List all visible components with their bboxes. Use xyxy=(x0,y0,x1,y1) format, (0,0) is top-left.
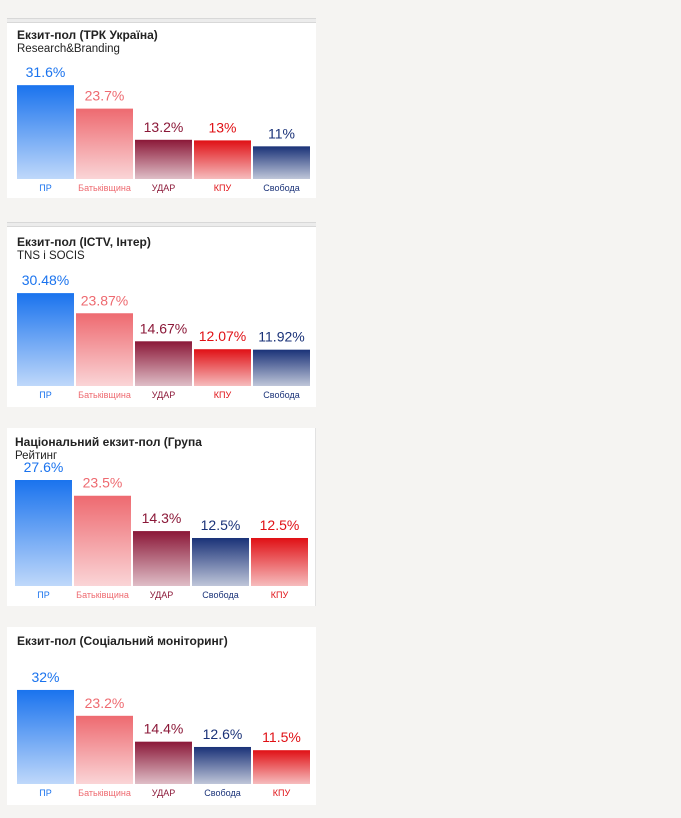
bar-УДАР xyxy=(135,139,192,179)
chart-panel-4: Екзит-пол (Соціальний моніторинг) 32% ПР 2… xyxy=(7,627,316,805)
value-label: 11.92% xyxy=(258,329,304,345)
chart-subtitle: Research&Branding xyxy=(17,43,120,55)
bar-КПУ xyxy=(194,140,251,179)
category-label: УДАР xyxy=(152,788,175,798)
bar-chart: 31.6% ПР 23.7% Батьківщина 13.2% УДАР 13% КПУ 11… xyxy=(17,64,310,193)
value-label: 23.87% xyxy=(81,292,128,308)
category-label: Батьківщина xyxy=(76,590,129,600)
category-label: Батьківщина xyxy=(78,390,131,400)
panel-divider xyxy=(7,222,316,227)
chart-title: Екзит-пол (ТРК Україна) xyxy=(17,28,158,42)
category-label: УДАР xyxy=(152,183,175,193)
value-label: 23.2% xyxy=(85,695,125,711)
bar-УДАР xyxy=(135,741,192,784)
chart-panel-1: Екзит-пол (ТРК Україна) Research&Brandin… xyxy=(7,18,316,198)
bar-ПР xyxy=(15,480,72,586)
value-label: 31.6% xyxy=(26,64,66,80)
chart-title: Екзит-пол (Соціальний моніторинг) xyxy=(17,634,228,648)
bar-УДАР xyxy=(135,341,192,386)
category-label: Свобода xyxy=(263,390,299,400)
bar-Батьківщина xyxy=(74,495,131,586)
value-label: 23.5% xyxy=(83,475,123,491)
category-label: Батьківщина xyxy=(78,183,131,193)
bar-КПУ xyxy=(251,537,308,586)
bar-ПР xyxy=(17,293,74,386)
bar-chart: 30.48% ПР 23.87% Батьківщина 14.67% УДАР 12.07… xyxy=(17,272,310,400)
bar-ПР xyxy=(17,85,74,179)
value-label: 13.2% xyxy=(144,119,184,135)
category-label: Свобода xyxy=(202,590,238,600)
value-label: 30.48% xyxy=(22,272,69,288)
bar-Свобода xyxy=(194,746,251,784)
chart-title: Екзит-пол (ICTV, Інтер) xyxy=(17,235,151,249)
category-label: КПУ xyxy=(214,183,232,193)
bar-chart: 27.6% ПР 23.5% Батьківщина 14.3% УДАР 12.5% Сво… xyxy=(15,459,308,600)
category-label: Свобода xyxy=(263,183,299,193)
value-label: 11.5% xyxy=(262,729,301,745)
category-label: КПУ xyxy=(214,390,232,400)
category-label: ПР xyxy=(39,390,51,400)
value-label: 11% xyxy=(268,125,295,141)
bar-Свобода xyxy=(253,146,310,179)
category-label: ПР xyxy=(39,183,51,193)
category-label: ПР xyxy=(39,788,51,798)
bar-КПУ xyxy=(194,349,251,386)
bar-Батьківщина xyxy=(76,313,133,386)
category-label: УДАР xyxy=(152,390,175,400)
value-label: 12.6% xyxy=(203,726,243,742)
value-label: 12.5% xyxy=(201,517,241,533)
value-label: 12.07% xyxy=(199,328,246,344)
bar-Свобода xyxy=(192,537,249,586)
category-label: Свобода xyxy=(204,788,240,798)
panel-divider xyxy=(7,18,316,23)
bar-Свобода xyxy=(253,349,310,386)
chart-panel-2: Екзит-пол (ICTV, Інтер) TNS і SOCIS 30.4… xyxy=(7,222,316,407)
chart-panel-3: Національний екзит-пол (Група Рейтинг 27… xyxy=(7,428,316,606)
value-label: 14.4% xyxy=(144,721,184,737)
bar-КПУ xyxy=(253,750,310,784)
value-label: 27.6% xyxy=(24,459,64,475)
value-label: 14.3% xyxy=(142,510,182,526)
value-label: 23.7% xyxy=(85,88,125,104)
bar-Батьківщина xyxy=(76,108,133,179)
category-label: Батьківщина xyxy=(78,788,131,798)
bar-chart: 32% ПР 23.2% Батьківщина 14.4% УДАР 12.6% Свобо… xyxy=(17,669,310,798)
bar-ПР xyxy=(17,689,74,784)
category-label: УДАР xyxy=(150,590,173,600)
chart-subtitle: Рейтинг xyxy=(15,450,58,462)
bar-Батьківщина xyxy=(76,715,133,784)
chart-title: Національний екзит-пол (Група xyxy=(15,435,202,449)
chart-subtitle: TNS і SOCIS xyxy=(17,250,85,262)
category-label: ПР xyxy=(37,590,49,600)
value-label: 12.5% xyxy=(260,517,300,533)
category-label: КПУ xyxy=(273,788,291,798)
value-label: 13% xyxy=(208,119,236,135)
value-label: 14.67% xyxy=(140,320,187,336)
value-label: 32% xyxy=(31,669,59,685)
bar-УДАР xyxy=(133,531,190,586)
category-label: КПУ xyxy=(271,590,289,600)
